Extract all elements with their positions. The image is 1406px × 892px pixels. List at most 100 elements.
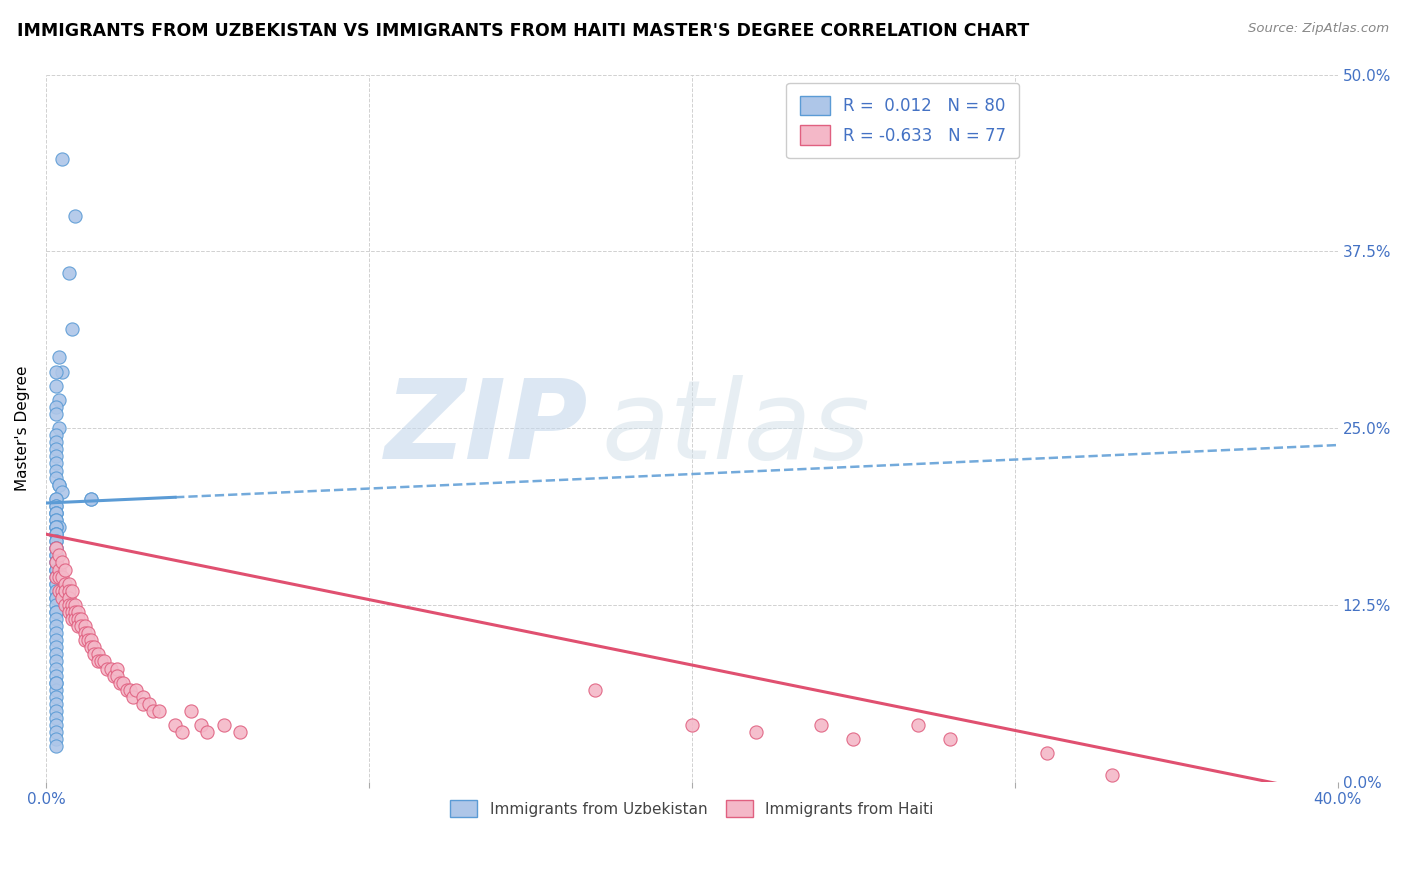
Point	[96, 661, 118, 675]
Point	[45, 619, 67, 633]
Point	[67, 605, 90, 619]
Point	[86, 655, 108, 669]
Point	[141, 704, 163, 718]
Point	[45, 491, 67, 506]
Point	[45, 718, 67, 732]
Point	[51, 591, 73, 605]
Point	[45, 549, 67, 563]
Point	[45, 655, 67, 669]
Point	[45, 725, 67, 739]
Point	[132, 697, 155, 711]
Point	[45, 506, 67, 520]
Point	[45, 520, 67, 534]
Point	[70, 612, 93, 626]
Point	[45, 556, 67, 570]
Point	[45, 697, 67, 711]
Legend: Immigrants from Uzbekistan, Immigrants from Haiti: Immigrants from Uzbekistan, Immigrants f…	[443, 792, 942, 825]
Point	[73, 626, 96, 640]
Point	[58, 576, 80, 591]
Point	[48, 351, 70, 365]
Point	[45, 556, 67, 570]
Point	[45, 640, 67, 655]
Point	[45, 442, 67, 457]
Point	[45, 400, 67, 414]
Point	[228, 725, 250, 739]
Point	[125, 682, 148, 697]
Point	[45, 675, 67, 690]
Point	[45, 591, 67, 605]
Point	[45, 562, 67, 576]
Point	[148, 704, 170, 718]
Point	[165, 718, 187, 732]
Point	[170, 725, 193, 739]
Point	[48, 583, 70, 598]
Point	[45, 428, 67, 442]
Point	[63, 598, 86, 612]
Point	[45, 648, 67, 662]
Point	[51, 569, 73, 583]
Point	[583, 682, 606, 697]
Point	[118, 682, 141, 697]
Point	[45, 541, 67, 556]
Point	[48, 392, 70, 407]
Point	[53, 562, 76, 576]
Point	[67, 619, 90, 633]
Point	[45, 576, 67, 591]
Point	[45, 527, 67, 541]
Point	[60, 583, 83, 598]
Point	[60, 612, 83, 626]
Point	[45, 513, 67, 527]
Point	[45, 591, 67, 605]
Point	[197, 725, 219, 739]
Point	[45, 491, 67, 506]
Point	[80, 633, 103, 648]
Point	[45, 407, 67, 421]
Point	[45, 576, 67, 591]
Point	[60, 598, 83, 612]
Point	[45, 569, 67, 583]
Point	[63, 612, 86, 626]
Point	[45, 435, 67, 450]
Point	[51, 484, 73, 499]
Point	[45, 541, 67, 556]
Point	[45, 633, 67, 648]
Point	[45, 711, 67, 725]
Point	[45, 668, 67, 682]
Point	[45, 513, 67, 527]
Point	[83, 640, 105, 655]
Point	[60, 322, 83, 336]
Point	[45, 612, 67, 626]
Point	[45, 499, 67, 513]
Point	[907, 718, 929, 732]
Point	[90, 655, 112, 669]
Point	[58, 266, 80, 280]
Point	[86, 648, 108, 662]
Point	[138, 697, 160, 711]
Point	[45, 569, 67, 583]
Point	[48, 421, 70, 435]
Point	[48, 477, 70, 491]
Point	[45, 732, 67, 747]
Point	[122, 690, 145, 704]
Text: ZIP: ZIP	[385, 375, 589, 482]
Point	[45, 506, 67, 520]
Point	[48, 562, 70, 576]
Point	[48, 549, 70, 563]
Point	[63, 209, 86, 223]
Point	[45, 470, 67, 484]
Point	[58, 605, 80, 619]
Text: IMMIGRANTS FROM UZBEKISTAN VS IMMIGRANTS FROM HAITI MASTER'S DEGREE CORRELATION : IMMIGRANTS FROM UZBEKISTAN VS IMMIGRANTS…	[17, 22, 1029, 40]
Point	[73, 633, 96, 648]
Point	[48, 520, 70, 534]
Point	[190, 718, 212, 732]
Point	[45, 690, 67, 704]
Point	[51, 556, 73, 570]
Point	[53, 598, 76, 612]
Point	[45, 499, 67, 513]
Point	[73, 619, 96, 633]
Point	[51, 583, 73, 598]
Point	[48, 477, 70, 491]
Text: Source: ZipAtlas.com: Source: ZipAtlas.com	[1249, 22, 1389, 36]
Point	[45, 527, 67, 541]
Point	[100, 661, 122, 675]
